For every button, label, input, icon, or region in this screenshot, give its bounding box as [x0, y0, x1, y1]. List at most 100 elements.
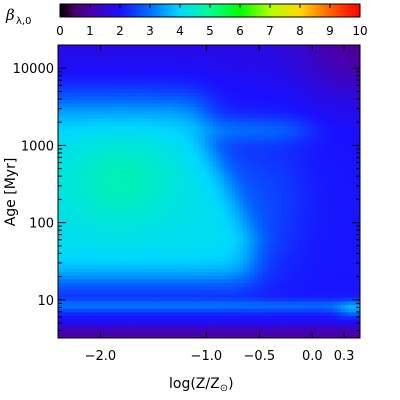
heatmap-cell	[141, 48, 146, 53]
heatmap-cell	[246, 173, 252, 178]
heatmap-cell	[239, 257, 244, 262]
heatmap-cell	[133, 70, 138, 75]
heatmap-cell	[250, 209, 255, 215]
heatmap-cell	[265, 151, 271, 156]
heatmap-cell	[95, 239, 101, 244]
heatmap-cell	[65, 118, 70, 123]
heatmap-cell	[156, 45, 161, 50]
heatmap-cell	[235, 45, 240, 50]
heatmap-cell	[190, 158, 195, 163]
heatmap-cell	[122, 283, 127, 288]
heatmap-cell	[159, 77, 165, 83]
heatmap-cell	[246, 283, 252, 288]
heatmap-cell	[110, 162, 116, 167]
heatmap-cell	[156, 176, 161, 182]
heatmap-cell	[163, 308, 169, 313]
heatmap-cell	[107, 165, 112, 171]
heatmap-cell	[276, 114, 282, 119]
heatmap-cell	[276, 165, 282, 171]
heatmap-cell	[95, 334, 101, 338]
heatmap-cell	[242, 272, 248, 277]
heatmap-cell	[148, 187, 153, 193]
heatmap-cell	[152, 308, 157, 313]
heatmap-cell	[95, 257, 101, 262]
heatmap-cell	[84, 268, 89, 273]
heatmap-cell	[254, 220, 259, 226]
heatmap-cell	[118, 118, 123, 123]
heatmap-cell	[141, 319, 146, 324]
heatmap-cell	[171, 173, 176, 178]
heatmap-cell	[148, 151, 153, 156]
heatmap-cell	[148, 176, 153, 182]
heatmap-cell	[186, 286, 191, 291]
heatmap-cell	[61, 253, 67, 259]
heatmap-cell	[156, 316, 161, 321]
heatmap-cell	[175, 217, 180, 222]
heatmap-cell	[224, 305, 229, 310]
heatmap-cell	[276, 66, 282, 72]
heatmap-cell	[95, 180, 101, 185]
heatmap-cell	[129, 118, 135, 123]
heatmap-cell	[190, 110, 195, 116]
heatmap-cell	[216, 121, 221, 127]
heatmap-cell	[193, 213, 199, 218]
heatmap-cell	[178, 81, 184, 86]
heatmap-cell	[141, 173, 146, 178]
heatmap-cell	[265, 330, 271, 335]
heatmap-cell	[201, 191, 206, 196]
heatmap-cell	[201, 162, 206, 167]
heatmap-cell	[212, 85, 218, 90]
heatmap-cell	[76, 158, 82, 163]
heatmap-cell	[280, 125, 286, 130]
heatmap-cell	[182, 275, 187, 280]
heatmap-cell	[224, 154, 229, 160]
heatmap-cell	[235, 242, 240, 248]
heatmap-cell	[242, 114, 248, 119]
heatmap-cell	[284, 85, 289, 90]
heatmap-cell	[76, 184, 82, 189]
heatmap-cell	[239, 70, 244, 75]
heatmap-cell	[133, 308, 138, 313]
heatmap-cell	[125, 316, 131, 321]
heatmap-cell	[99, 118, 104, 123]
heatmap-cell	[167, 305, 172, 310]
heatmap-cell	[80, 198, 86, 204]
heatmap-cell	[107, 118, 112, 123]
heatmap-cell	[212, 191, 218, 196]
heatmap-cell	[175, 143, 180, 149]
heatmap-cell	[80, 85, 86, 90]
heatmap-cell	[178, 242, 184, 248]
heatmap-cell	[133, 264, 138, 270]
heatmap-cell	[205, 242, 210, 248]
heatmap-cell	[144, 110, 150, 116]
heatmap-cell	[235, 308, 240, 313]
heatmap-cell	[171, 136, 176, 141]
heatmap-cell	[107, 213, 112, 218]
heatmap-cell	[212, 88, 218, 94]
heatmap-cell	[152, 312, 157, 317]
heatmap-cell	[88, 165, 93, 171]
heatmap-cell	[265, 107, 271, 112]
heatmap-cell	[242, 268, 248, 273]
heatmap-cell	[250, 319, 255, 324]
heatmap-cell	[197, 151, 203, 156]
heatmap-cell	[254, 224, 259, 229]
heatmap-cell	[269, 242, 274, 248]
heatmap-cell	[80, 246, 86, 251]
heatmap-cell	[137, 305, 142, 310]
heatmap-cell	[220, 154, 225, 160]
heatmap-cell	[261, 231, 267, 237]
heatmap-cell	[246, 294, 252, 299]
heatmap-cell	[76, 231, 82, 237]
heatmap-cell	[141, 184, 146, 189]
heatmap-cell	[171, 268, 176, 273]
heatmap-cell	[261, 217, 267, 222]
heatmap-cell	[182, 158, 187, 163]
heatmap-cell	[250, 283, 255, 288]
heatmap-cell	[235, 235, 240, 240]
heatmap-cell	[171, 198, 176, 204]
heatmap-cell	[284, 143, 289, 149]
heatmap-cell	[197, 162, 203, 167]
heatmap-cell	[265, 305, 271, 310]
heatmap-cell	[212, 272, 218, 277]
